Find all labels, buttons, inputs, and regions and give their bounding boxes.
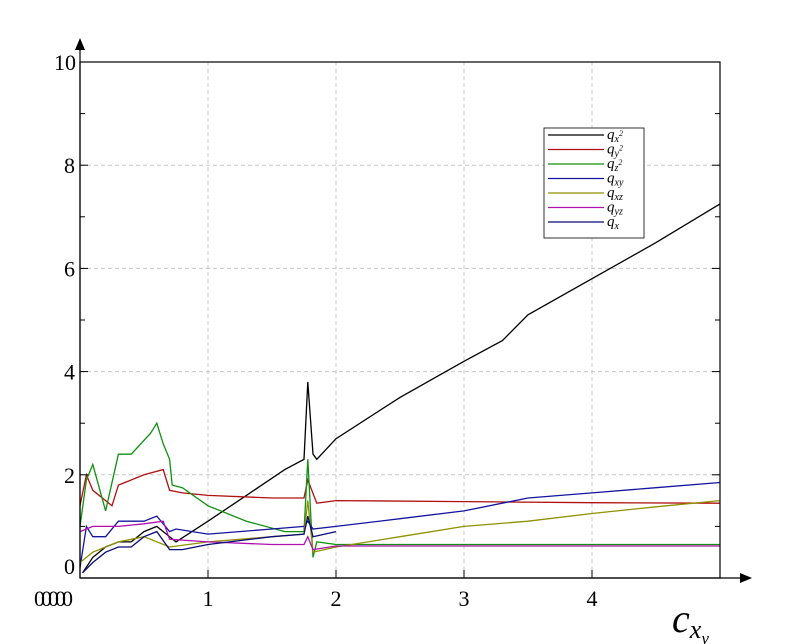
x-axis-arrow [740,573,752,583]
y-tick-label: 4 [64,360,75,385]
y-tick-label: 0 [64,554,75,579]
series-lines [79,203,721,574]
x-tick-label: 4 [587,586,598,611]
y-tick-label: 8 [64,153,75,178]
x-axis-title-text: cxy [672,596,709,644]
x-origin-label: 0 [34,586,45,611]
x-origin-label: 0 [62,586,73,611]
y-tick-label: 2 [64,463,75,488]
x-origin-label: 0 [55,586,66,611]
series-line-y2 [79,468,721,507]
series-line-x [82,515,337,574]
y-axis-arrow [75,38,85,50]
x-tick-label: 1 [203,586,214,611]
legend-box [543,127,645,239]
x-axis-title: cxy [672,596,709,644]
x-tick-label: 3 [459,586,470,611]
y-tick-label: 6 [64,256,75,281]
y-tick-label: 10 [54,50,76,75]
axes [75,38,752,583]
series-line-xz [79,499,721,564]
x-origin-label: 0 [41,586,52,611]
x-tick-label: 2 [331,586,342,611]
series-line-yz [79,520,720,551]
x-origin-label: 0 [48,586,59,611]
series-line-x2 [82,203,721,574]
series-line-xy [79,481,721,568]
